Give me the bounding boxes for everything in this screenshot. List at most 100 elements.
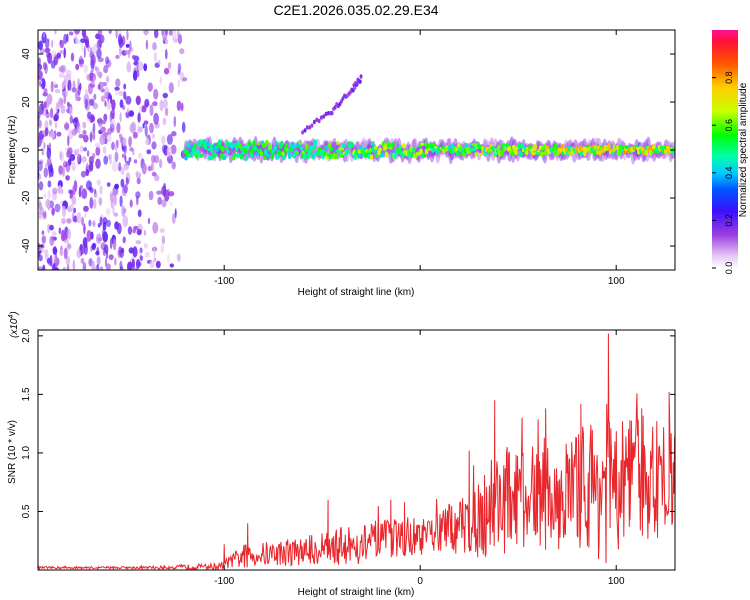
spectrogram-band-mark (496, 144, 501, 152)
spectrogram-band-mark (239, 153, 243, 160)
spectrogram-noise-mark (155, 260, 161, 269)
spectrogram-noise-mark (90, 54, 96, 66)
spectrogram-noise-mark (82, 237, 88, 249)
spectrogram-noise-mark (109, 238, 113, 250)
spectrogram-branch-mark (315, 117, 319, 123)
spectrogram-noise-mark (112, 238, 117, 251)
spectrogram-noise-mark (61, 189, 64, 195)
spectrogram-noise-mark (137, 153, 143, 159)
spectrogram-noise-mark (126, 61, 132, 73)
spectrogram-noise-mark (114, 195, 117, 206)
spectrogram-noise-mark (143, 120, 149, 125)
spectrogram-noise-mark (121, 153, 126, 158)
spectrogram-noise-mark (144, 251, 151, 258)
spectrogram-branch-mark (322, 114, 326, 119)
spectrogram-band-mark (420, 142, 425, 146)
spectrogram-noise-mark (114, 86, 120, 91)
spectrogram-noise-mark (69, 154, 76, 161)
spectrogram-noise-mark (63, 47, 66, 59)
spectrogram-noise-mark (111, 141, 115, 151)
spectrogram-noise-mark (63, 247, 68, 260)
spectrogram-band-mark (274, 141, 279, 146)
spectrogram-noise-mark (152, 101, 158, 107)
spectrogram-noise-mark (176, 100, 182, 112)
spectrogram-noise-mark (54, 203, 61, 213)
spectrogram-noise-mark (108, 92, 112, 100)
spectrogram-band-mark (268, 144, 273, 151)
spectrogram-noise-mark (161, 135, 166, 145)
spectrogram-noise-mark (118, 246, 123, 256)
spectrogram-noise-mark (49, 107, 54, 119)
spectrogram-noise-mark (45, 52, 51, 58)
spectrogram-band-mark (273, 145, 278, 151)
spectrogram-noise-mark (139, 105, 142, 115)
chart-title: C2E1.2026.035.02.29.E34 (273, 2, 438, 18)
spectrogram-noise-mark (165, 48, 168, 60)
spectrogram-band-mark (205, 141, 210, 146)
spectrogram-noise-mark (71, 161, 76, 172)
spectrogram-noise-mark (135, 240, 142, 245)
spectrogram-noise-mark (176, 253, 181, 262)
spectrogram-band-mark (191, 146, 196, 153)
spectrogram-noise-mark (119, 134, 123, 144)
spectrogram-noise-mark (85, 39, 90, 48)
spectrogram-noise-mark (152, 222, 159, 234)
spectrogram-noise-mark (62, 267, 67, 270)
spectrogram-noise-mark (135, 191, 141, 199)
spectrogram-y-label: Frequency (Hz) (7, 116, 18, 185)
spectrogram-branch-mark (312, 119, 316, 125)
spectrogram-band-mark (350, 141, 354, 149)
spectrogram-band-mark (199, 153, 203, 159)
spectrogram-noise-mark (83, 134, 89, 143)
spectrogram-band-mark (423, 142, 428, 147)
spectrogram-noise-mark (78, 126, 81, 135)
spectrogram-noise-mark (83, 147, 87, 152)
spectrogram-noise-mark (58, 72, 65, 78)
snr-y-label: SNR (10 * v/v) (7, 420, 18, 484)
spectrogram-noise-mark (48, 168, 51, 179)
spectrogram-band-mark (224, 147, 228, 150)
spectrogram-noise-mark (157, 59, 161, 65)
spectrogram-noise-mark (71, 195, 77, 206)
spectrogram-band-mark (369, 154, 374, 160)
spectrogram-noise-mark (51, 50, 57, 58)
spectrogram-noise-mark (177, 79, 180, 88)
spectrogram-noise-mark (99, 185, 103, 195)
spectrogram-band-mark (280, 140, 284, 146)
spectrogram-noise-mark (153, 51, 157, 63)
spectrogram-branch-mark (317, 118, 321, 124)
spectrogram-noise-mark (93, 193, 98, 199)
snr-y-tick-label: 0.5 (21, 504, 32, 518)
spectrogram-noise-mark (72, 80, 76, 90)
spectrogram-branch-mark (359, 74, 363, 79)
spectrogram-noise-mark (143, 63, 148, 72)
spectrogram-noise-mark (144, 98, 150, 107)
spectrogram-noise-mark (154, 30, 159, 39)
spectrogram-noise-mark (168, 191, 175, 197)
spectrogram-x-label: Height of straight line (km) (298, 287, 415, 298)
spectrogram-noise-mark (38, 161, 43, 172)
spectrogram-band-mark (542, 143, 546, 151)
spectrogram-noise-mark (92, 198, 97, 209)
spectrogram-band-mark (287, 152, 292, 160)
spectrogram-noise-mark (108, 30, 112, 35)
spectrogram-noise-mark (96, 39, 102, 50)
spectrogram-noise-mark (116, 222, 122, 235)
snr-x-tick-label: -100 (214, 576, 234, 587)
spectrogram-noise-mark (94, 143, 101, 148)
spectrogram-noise-mark (81, 42, 84, 51)
spectrogram-branch-mark (310, 123, 314, 128)
spectrogram-noise-mark (129, 40, 132, 51)
spectrogram-noise-mark (129, 199, 133, 208)
spectrogram-band-mark (652, 144, 656, 151)
spectrogram-band-mark (208, 155, 212, 161)
spectrogram-noise-mark (51, 231, 57, 236)
snr-y-tick-label: 2.0 (21, 328, 32, 342)
spectrogram-noise-mark (66, 264, 70, 270)
spectrogram-band-mark (488, 149, 492, 153)
spectrogram-noise-mark (143, 243, 148, 249)
spectrogram-noise-mark (94, 266, 99, 270)
spectrogram-noise-mark (73, 207, 77, 214)
spectrogram-noise-mark (54, 88, 61, 94)
spectrogram-noise-mark (136, 228, 142, 236)
